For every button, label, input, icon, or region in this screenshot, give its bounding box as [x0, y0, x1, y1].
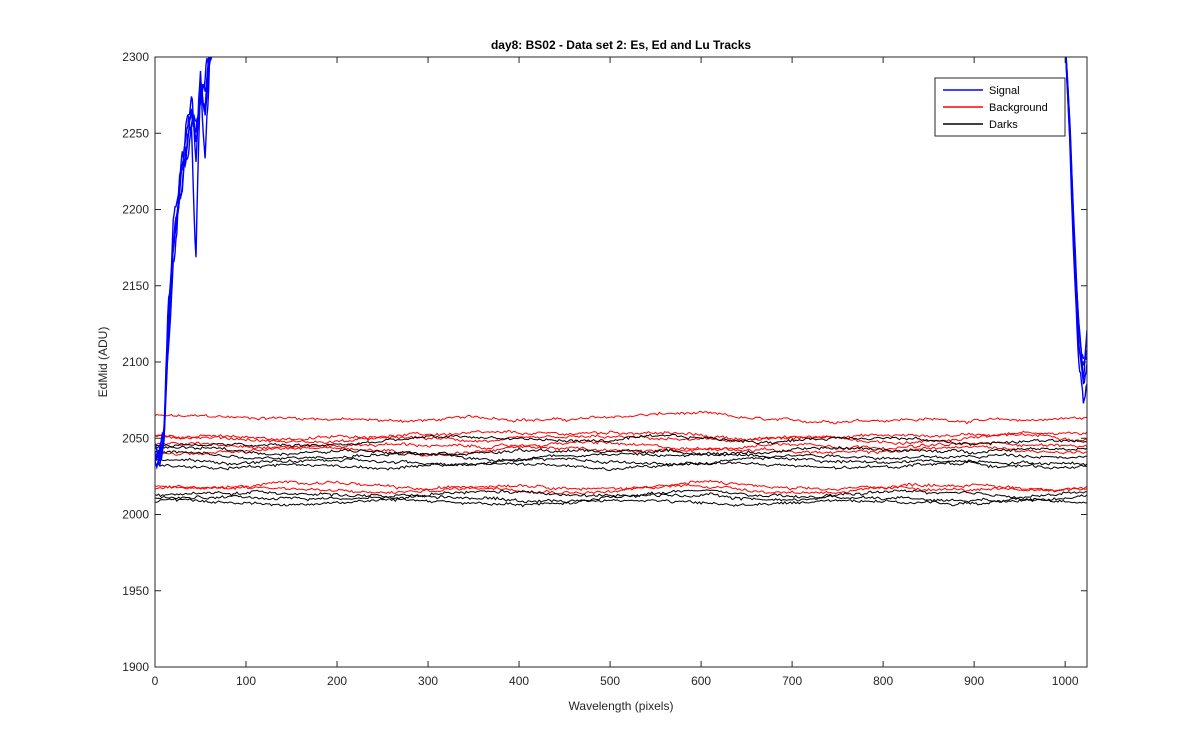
- background-line: [155, 410, 1087, 425]
- legend-label: Background: [989, 102, 1048, 114]
- darks-line: [155, 497, 1087, 508]
- legend: Signal Background Darks: [934, 77, 1066, 137]
- darks-line: [155, 460, 1087, 472]
- x-tick-label: 700: [782, 674, 802, 688]
- x-tick-label: 200: [327, 674, 347, 688]
- darks-line: [155, 450, 1087, 463]
- legend-label: Darks: [989, 119, 1018, 131]
- signal-line: [155, 57, 210, 461]
- y-tick-label: 1950: [122, 584, 149, 598]
- y-tick-label: 2100: [122, 355, 149, 369]
- x-tick-label: 600: [691, 674, 711, 688]
- y-tick-label: 2150: [122, 279, 149, 293]
- y-tick-label: 2250: [122, 126, 149, 140]
- y-tick-label: 2050: [122, 431, 149, 445]
- legend-box: [934, 77, 1066, 137]
- darks-line: [155, 489, 1087, 500]
- y-tick-label: 2200: [122, 203, 149, 217]
- series-layer: [155, 57, 1087, 508]
- background-line: [155, 445, 1087, 457]
- x-axis: 0 100 200 300 400 500 600 700 800 900 1000: [152, 57, 1079, 688]
- x-tick-label: 0: [152, 674, 159, 688]
- darks-line: [155, 445, 1087, 457]
- legend-label: Signal: [989, 85, 1020, 97]
- y-tick-label: 1900: [122, 660, 149, 674]
- background-line: [155, 429, 1087, 442]
- y-tick-label: 2300: [122, 50, 149, 64]
- signal-line: [1065, 57, 1087, 380]
- chart-title: day8: BS02 - Data set 2: Es, Ed and Lu T…: [491, 38, 751, 52]
- signal-line: [1065, 57, 1087, 404]
- darks-line: [155, 456, 1087, 467]
- y-axis-label: EdMid (ADU): [96, 327, 110, 398]
- x-tick-label: 900: [964, 674, 984, 688]
- x-tick-label: 100: [236, 674, 256, 688]
- darks-line: [155, 433, 1087, 448]
- y-axis: 1900 1950 2000 2050 2100 2150 2200 2250 2300: [122, 50, 1087, 674]
- plot-area: [155, 57, 1087, 667]
- x-tick-label: 800: [873, 674, 893, 688]
- y-tick-label: 2000: [122, 508, 149, 522]
- background-line: [155, 483, 1087, 495]
- x-axis-label: Wavelength (pixels): [569, 699, 674, 713]
- x-tick-label: 400: [509, 674, 529, 688]
- background-line: [155, 479, 1087, 493]
- x-tick-label: 500: [600, 674, 620, 688]
- x-tick-label: 300: [418, 674, 438, 688]
- darks-line: [155, 492, 1087, 504]
- x-tick-label: 1000: [1052, 674, 1079, 688]
